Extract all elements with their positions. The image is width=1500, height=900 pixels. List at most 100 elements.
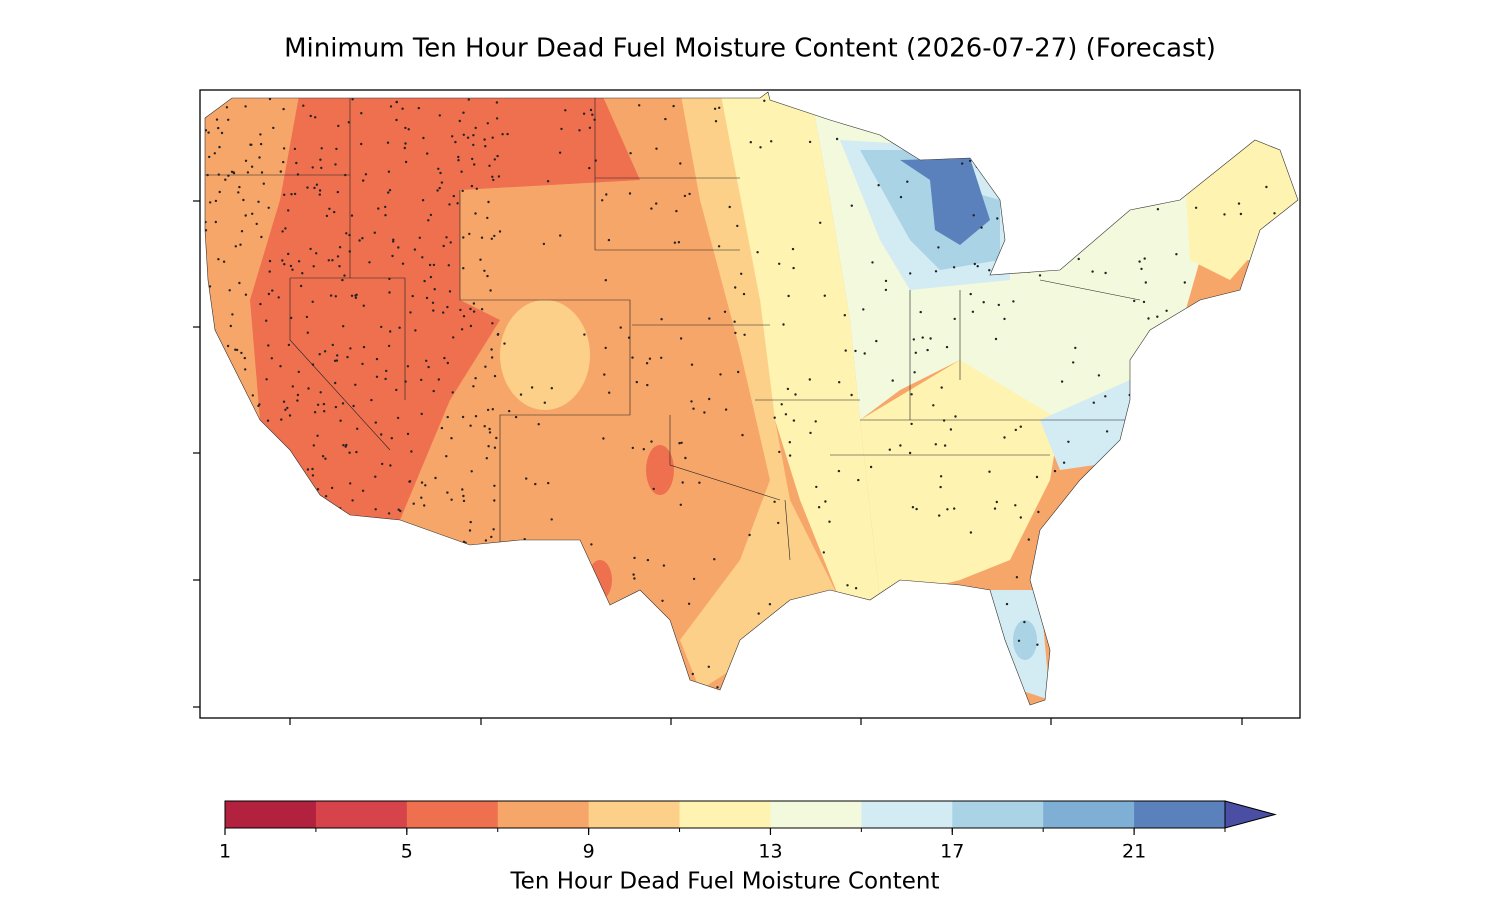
station-dot <box>311 467 314 471</box>
station-dot <box>768 603 772 606</box>
station-dot <box>427 365 430 369</box>
station-dot <box>345 590 348 593</box>
station-dot <box>1023 620 1026 624</box>
station-dot <box>438 186 441 190</box>
station-dot <box>334 295 337 298</box>
station-dot <box>460 643 463 647</box>
station-dot <box>316 403 320 406</box>
station-dot <box>681 481 684 484</box>
station-dot <box>475 187 478 190</box>
station-dot <box>491 175 494 178</box>
station-dot <box>423 612 426 615</box>
station-dot <box>857 478 860 482</box>
station-dot <box>219 671 223 674</box>
station-dot <box>633 556 636 560</box>
station-dot <box>297 370 300 374</box>
station-dot <box>345 623 348 626</box>
station-dot <box>920 660 923 663</box>
station-dot <box>334 381 337 385</box>
station-dot <box>843 696 847 699</box>
station-dot <box>899 444 902 447</box>
station-dot <box>413 248 417 251</box>
station-dot <box>383 586 386 589</box>
station-dot <box>906 180 909 183</box>
station-dot <box>850 393 853 397</box>
station-dot <box>776 640 780 644</box>
station-dot <box>486 274 489 278</box>
station-dot <box>540 649 543 652</box>
station-dot <box>757 612 760 615</box>
station-dot <box>869 465 873 469</box>
station-dot <box>742 292 746 296</box>
station-dot <box>389 105 393 108</box>
colorbar-bin <box>1134 801 1226 828</box>
station-dot <box>296 683 299 687</box>
station-dot <box>650 207 653 210</box>
station-dot <box>1254 456 1258 460</box>
station-dot <box>260 171 264 174</box>
station-dot <box>236 664 240 667</box>
station-dot <box>208 435 211 439</box>
station-dot <box>241 697 244 701</box>
station-dot <box>450 498 453 501</box>
station-dot <box>777 707 779 709</box>
station-dot <box>421 199 425 202</box>
station-dot <box>1251 659 1254 662</box>
station-dot <box>1250 301 1254 304</box>
station-dot <box>1192 454 1195 458</box>
station-dot <box>1275 566 1278 569</box>
station-dot <box>410 450 413 453</box>
station-dot <box>309 247 312 251</box>
station-dot <box>770 140 773 143</box>
station-dot <box>423 279 426 283</box>
station-dot <box>279 365 282 368</box>
station-dot <box>331 343 334 347</box>
station-dot <box>411 294 414 298</box>
station-dot <box>351 499 354 502</box>
station-dot <box>939 475 943 478</box>
station-dot <box>1067 661 1071 664</box>
station-dot <box>1197 670 1201 673</box>
station-dot <box>320 166 323 170</box>
station-dot <box>293 147 297 151</box>
station-dot <box>1167 345 1170 348</box>
station-dot <box>316 434 319 437</box>
station-dot <box>406 365 410 368</box>
station-dot <box>214 220 217 224</box>
station-dot <box>452 690 455 693</box>
station-dot <box>300 530 303 533</box>
station-dot <box>338 265 341 268</box>
station-dot <box>1187 359 1190 362</box>
station-dot <box>1151 595 1155 598</box>
station-dot <box>474 415 478 418</box>
station-dot <box>1257 545 1260 548</box>
station-dot <box>217 173 220 176</box>
station-dot <box>214 585 218 588</box>
station-dot <box>236 92 239 96</box>
station-dot <box>432 263 436 267</box>
station-dot <box>479 610 482 613</box>
colorbar-label: Ten Hour Dead Fuel Moisture Content <box>510 869 940 895</box>
station-dot <box>479 574 482 578</box>
station-dot <box>217 541 221 544</box>
station-dot <box>938 514 941 517</box>
station-dot <box>248 579 252 582</box>
station-dot <box>304 613 308 617</box>
station-dot <box>335 147 338 151</box>
station-dot <box>591 113 594 116</box>
station-dot <box>296 393 300 397</box>
station-dot <box>246 171 250 174</box>
station-dot <box>1214 595 1218 598</box>
station-dot <box>684 456 687 460</box>
station-dot <box>853 98 856 101</box>
station-dot <box>756 251 759 254</box>
station-dot <box>490 356 494 359</box>
station-dot <box>1038 274 1042 277</box>
station-dot <box>1014 428 1017 432</box>
station-dot <box>205 220 207 224</box>
station-dot <box>279 170 282 173</box>
station-dot <box>484 145 487 148</box>
station-dot <box>206 468 209 471</box>
station-dot <box>488 164 491 167</box>
station-dot <box>461 571 464 575</box>
